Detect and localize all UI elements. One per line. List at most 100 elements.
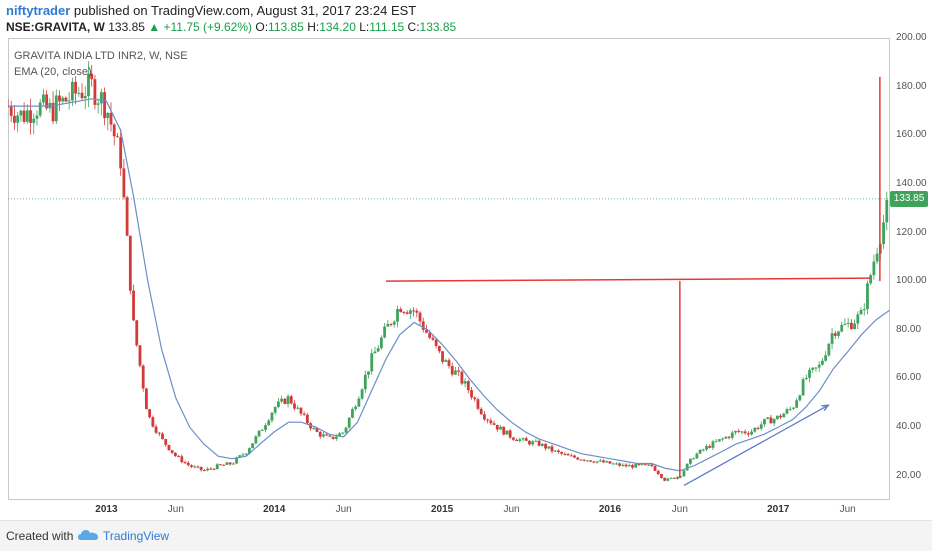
candle-body xyxy=(431,337,435,340)
candle-body xyxy=(473,397,477,400)
ema-line xyxy=(8,98,890,472)
candle-body xyxy=(167,444,171,451)
candle-body xyxy=(499,426,502,430)
candle-body xyxy=(569,455,573,457)
candle-body xyxy=(444,360,448,362)
candle-body xyxy=(734,430,737,433)
candle-body xyxy=(634,463,638,468)
candle-body xyxy=(846,322,850,324)
candle-body xyxy=(521,438,525,440)
candle-body xyxy=(811,367,815,370)
candle-body xyxy=(58,95,61,102)
candle-body xyxy=(360,389,364,399)
candle-body xyxy=(151,417,155,427)
y-tick-label: 200.00 xyxy=(896,32,927,43)
chart-panel[interactable] xyxy=(8,38,890,500)
candle-body xyxy=(785,409,789,414)
open-value: 113.85 xyxy=(268,20,304,34)
candle-body xyxy=(450,366,454,375)
candle-body xyxy=(222,464,226,466)
trend-arrow-head xyxy=(821,404,830,412)
candle-body xyxy=(753,427,757,432)
price-axis[interactable]: 20.00 40.00 60.00 80.00 100.00 120.00 140.00 16… xyxy=(890,32,932,500)
candle-body xyxy=(495,424,499,430)
candle-body xyxy=(714,441,718,443)
candle-body xyxy=(322,434,325,437)
candle-body xyxy=(305,414,309,424)
candle-body xyxy=(528,440,531,445)
candle-body xyxy=(164,439,168,445)
time-axis[interactable]: 2013 Jun 2014 Jun 2015 Jun 2016 Jun 2017 Jun xyxy=(8,500,890,520)
candle-body xyxy=(730,432,734,438)
candle-body xyxy=(750,431,753,435)
candle-body xyxy=(38,102,42,116)
y-tick-label: 40.00 xyxy=(896,421,922,433)
candle-body xyxy=(537,440,541,446)
tradingview-cloud-icon[interactable] xyxy=(78,528,98,542)
candle-body xyxy=(859,309,863,315)
candle-body xyxy=(698,449,702,454)
x-tick-label: 2013 xyxy=(95,504,118,515)
candle-body xyxy=(354,406,358,410)
candle-body xyxy=(637,463,641,465)
y-tick-label: 120.00 xyxy=(896,226,927,238)
candle-body xyxy=(70,81,74,101)
author-link[interactable]: niftytrader xyxy=(6,3,71,18)
candle-body xyxy=(132,290,135,321)
candle-body xyxy=(775,415,779,419)
candle-body xyxy=(16,115,20,123)
candle-body xyxy=(692,458,696,460)
chart-legend: GRAVITA INDIA LTD INR2, W, NSE EMA (20, … xyxy=(14,48,188,80)
candle-body xyxy=(83,96,87,99)
candle-body xyxy=(434,339,438,346)
candle-body xyxy=(35,115,39,119)
candle-body xyxy=(833,333,837,336)
candle-body xyxy=(447,360,451,367)
candle-body xyxy=(402,312,406,314)
candle-body xyxy=(660,474,663,478)
close-label: C: xyxy=(407,20,420,34)
candle-body xyxy=(93,79,97,105)
candle-body xyxy=(763,418,766,425)
candle-body xyxy=(125,197,129,236)
candle-body xyxy=(238,455,242,458)
candle-body xyxy=(608,461,612,464)
candle-body xyxy=(454,370,457,375)
candle-body xyxy=(801,379,805,396)
close-value: 133.85 xyxy=(419,20,457,34)
candle-body xyxy=(470,390,473,398)
candle-body xyxy=(627,465,631,467)
legend-indicator[interactable]: EMA (20, close) xyxy=(14,66,92,78)
candle-body xyxy=(769,417,773,424)
candle-body xyxy=(782,413,786,418)
candle-body xyxy=(13,115,16,123)
candle-body xyxy=(466,381,470,391)
candle-body xyxy=(408,310,412,314)
candle-body xyxy=(759,424,763,429)
candle-body xyxy=(280,398,284,402)
candle-body xyxy=(119,137,123,169)
change-value: +11.75 (+9.62%) xyxy=(163,20,253,34)
candle-body xyxy=(199,466,203,471)
candle-body xyxy=(231,463,235,465)
candle-body xyxy=(669,477,673,479)
candle-body xyxy=(183,462,187,464)
candle-body xyxy=(212,468,216,470)
candle-body xyxy=(643,464,647,466)
tradingview-brand[interactable]: TradingView xyxy=(103,529,170,543)
candle-body xyxy=(663,477,667,481)
candle-body xyxy=(560,451,564,454)
candle-body xyxy=(90,73,94,80)
candle-body xyxy=(798,395,802,401)
candle-body xyxy=(505,430,509,435)
candle-body xyxy=(338,433,341,437)
candle-body xyxy=(357,398,361,407)
candle-body xyxy=(25,110,29,122)
candle-body xyxy=(412,310,415,312)
candle-body xyxy=(161,433,164,440)
candle-body xyxy=(386,324,390,327)
candle-body xyxy=(650,464,654,467)
candle-body xyxy=(875,253,879,262)
candle-body xyxy=(116,136,119,138)
change-arrow-icon: ▲ xyxy=(148,20,161,34)
